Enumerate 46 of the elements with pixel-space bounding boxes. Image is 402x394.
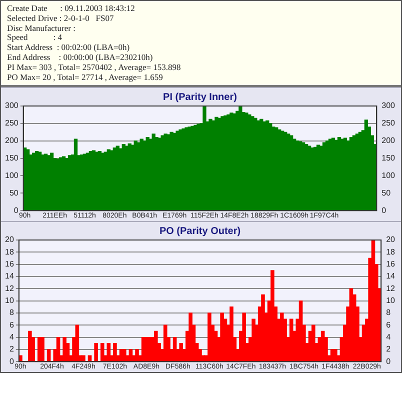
text: Start Address : 00:02:00 (LBA=0h) — [7, 42, 131, 53]
y-tick-label: 300 — [4, 101, 19, 110]
y2-tick-label: 6 — [386, 320, 392, 330]
chart-title: PI (Parity Inner) — [163, 92, 237, 103]
y2-tick-label: 4 — [386, 332, 392, 342]
y-tick-label: 100 — [4, 170, 19, 180]
y-tick-label: 150 — [4, 154, 19, 163]
chart-title: PO (Parity Outer) — [159, 226, 241, 237]
y-tick-label: 50 — [9, 188, 19, 198]
text: End Address : 00:00:00 (LBA=230210h) — [7, 52, 154, 63]
y2-tick-label: 8 — [386, 308, 392, 318]
y2-tick-label: 100 — [382, 170, 396, 180]
y-tick-label: 8 — [9, 308, 14, 318]
y-tick-label: 4 — [9, 332, 14, 342]
y2-tick-label: 150 — [382, 154, 396, 163]
y-tick-label: 10 — [4, 296, 14, 306]
y2-tick-label: 12 — [386, 284, 396, 293]
text: PI Max= 303 , Total= 2570402 , Average= 153.898 — [7, 62, 182, 73]
y-tick-label: 20 — [4, 235, 14, 244]
y-tick-label: 2 — [9, 344, 14, 354]
y2-tick-label: 20 — [386, 235, 396, 244]
y-tick-label: 0 — [14, 206, 19, 215]
text: PO Max= 20 , Total= 27714 , Average= 1.659 — [7, 72, 164, 82]
y2-tick-label: 300 — [382, 101, 396, 110]
text: Selected Drive : 2-0-1-0 FS07 — [7, 12, 115, 24]
y2-tick-label: 200 — [382, 136, 396, 146]
y2-tick-label: 0 — [382, 206, 387, 215]
y2-tick-label: 14 — [386, 272, 396, 281]
y-tick-label: 18 — [4, 247, 14, 256]
text: Create Date : 09.11.2003 18:43:12 — [7, 3, 136, 14]
y2-tick-label: 50 — [382, 188, 392, 198]
y-tick-label: 12 — [4, 284, 14, 293]
y2-tick-label: 18 — [386, 247, 396, 256]
y-tick-label: 14 — [4, 272, 14, 281]
text: Speed : 4 — [7, 32, 64, 44]
y2-tick-label: 2 — [386, 344, 392, 354]
text: Disc Manufacturer : — [7, 22, 76, 34]
y2-tick-label: 10 — [386, 296, 396, 306]
y-tick-label: 200 — [4, 136, 19, 146]
y2-tick-label: 0 — [386, 356, 392, 366]
y2-tick-label: 16 — [386, 260, 396, 269]
y-tick-label: 0 — [9, 356, 14, 366]
y-tick-label: 250 — [4, 118, 19, 128]
y-tick-label: 6 — [9, 320, 14, 330]
y-tick-label: 16 — [4, 260, 14, 269]
y2-tick-label: 250 — [382, 118, 396, 128]
